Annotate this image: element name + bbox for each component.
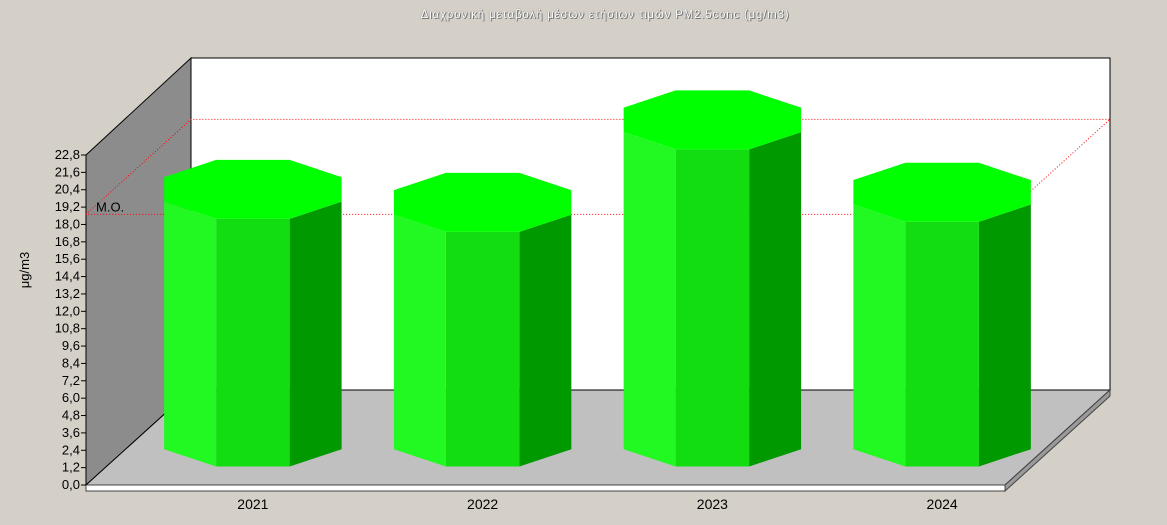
bar-2021: [164, 159, 342, 467]
y-tick-label: 1,2: [62, 460, 80, 475]
x-tick-label: 2024: [927, 496, 958, 512]
bar-top: [623, 90, 802, 150]
y-tick-label: 10,8: [55, 321, 80, 336]
bar-2023: [623, 90, 802, 467]
y-tick-label: 7,2: [62, 373, 80, 388]
bar-face: [623, 132, 676, 467]
floor-front-edge: [85, 484, 1006, 492]
x-tick-label: 2022: [467, 496, 498, 512]
chart-title: Διαχρονική μεταβολή μέσων ετήσιων τιμών …: [420, 9, 790, 21]
y-tick-label: 8,4: [62, 355, 80, 370]
bar-face: [905, 221, 979, 467]
bar-face: [445, 231, 520, 467]
bar-face: [164, 201, 217, 467]
x-tick-label: 2023: [697, 496, 728, 512]
bar-face: [289, 201, 342, 467]
bar-face: [393, 214, 446, 467]
bar-top: [393, 172, 572, 232]
bar-face: [749, 132, 802, 467]
y-tick-label: 15,6: [55, 251, 80, 266]
y-tick-label: 0,0: [62, 477, 80, 492]
y-tick-label: 9,6: [62, 338, 80, 353]
bar-top: [164, 159, 342, 219]
bar-2022: [393, 172, 572, 467]
bar-face: [216, 218, 290, 467]
y-tick-label: 18,0: [55, 216, 80, 231]
y-tick-label: 12,0: [55, 303, 80, 318]
y-tick-label: 4,8: [62, 408, 80, 423]
y-tick-label: 16,8: [55, 234, 80, 249]
y-tick-label: 20,4: [55, 182, 80, 197]
bar-face: [978, 204, 1031, 467]
bar-2024: [853, 162, 1031, 467]
floor-side-edge: [1004, 388, 1111, 493]
y-tick-label: 22,8: [55, 147, 80, 162]
bar-face: [853, 204, 906, 467]
y-tick-label: 13,2: [55, 286, 80, 301]
bar-face: [519, 214, 572, 467]
x-tick-label: 2021: [237, 496, 268, 512]
y-tick-label: 2,4: [62, 442, 80, 457]
y-tick-label: 14,4: [55, 269, 80, 284]
y-tick-label: 19,2: [55, 199, 80, 214]
y-tick-label: 6,0: [62, 390, 80, 405]
bar-face: [675, 149, 750, 467]
y-axis-label: μg/m3: [17, 252, 32, 288]
bar-top: [853, 162, 1031, 222]
mean-line-label: M.O.: [96, 199, 124, 214]
y-tick-label: 3,6: [62, 425, 80, 440]
y-tick-label: 21,6: [55, 164, 80, 179]
